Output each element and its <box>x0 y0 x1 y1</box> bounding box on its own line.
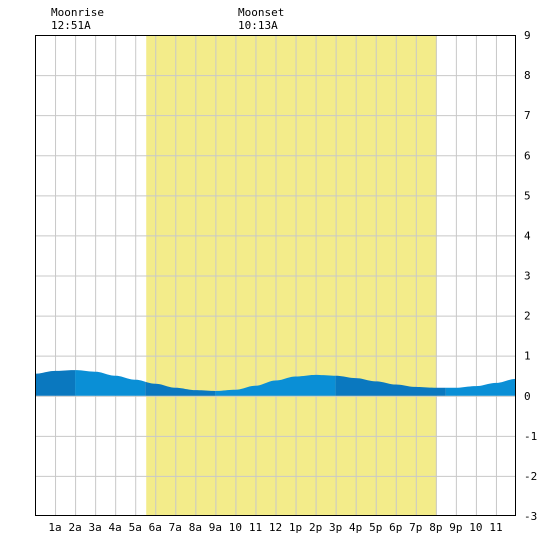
y-tick-label: 3 <box>524 270 531 283</box>
x-tick-label: 3a <box>89 521 102 534</box>
tide-area-segment <box>215 374 336 396</box>
y-tick-label: -1 <box>524 430 537 443</box>
moonset-info: Moonset 10:13A <box>238 6 284 32</box>
x-tick-label: 2a <box>68 521 81 534</box>
x-tick-label: 9a <box>209 521 222 534</box>
x-tick-label: 10 <box>469 521 482 534</box>
x-tick-label: 4a <box>109 521 122 534</box>
tide-area-segment <box>35 370 76 396</box>
y-tick-label: -3 <box>524 510 537 523</box>
y-tick-label: 9 <box>524 29 531 42</box>
y-tick-label: 8 <box>524 69 531 82</box>
tide-area-segment <box>145 381 216 396</box>
x-tick-label: 6p <box>389 521 402 534</box>
tide-area-segment <box>445 378 516 396</box>
y-tick-label: 0 <box>524 390 531 403</box>
moonset-label: Moonset <box>238 6 285 19</box>
x-tick-label: 8p <box>429 521 442 534</box>
x-tick-label: 8a <box>189 521 202 534</box>
tide-area-segment <box>335 375 446 396</box>
moonrise-info: Moonrise 12:51A <box>51 6 104 32</box>
x-tick-label: 2p <box>309 521 322 534</box>
x-tick-label: 1p <box>289 521 302 534</box>
x-tick-label: 7p <box>409 521 422 534</box>
tide-area-segment <box>75 370 146 396</box>
x-tick-label: 7a <box>169 521 182 534</box>
y-tick-label: -2 <box>524 470 537 483</box>
x-tick-label: 5p <box>369 521 382 534</box>
moonset-time: 10:13A <box>238 19 278 32</box>
plot-border <box>35 35 516 516</box>
y-tick-label: 7 <box>524 109 531 122</box>
x-tick-label: 11 <box>489 521 502 534</box>
y-tick-label: 5 <box>524 189 531 202</box>
moonrise-time: 12:51A <box>51 19 91 32</box>
x-tick-label: 10 <box>229 521 242 534</box>
x-tick-label: 6a <box>149 521 162 534</box>
x-tick-label: 12 <box>269 521 282 534</box>
x-tick-label: 5a <box>129 521 142 534</box>
x-tick-label: 1a <box>48 521 61 534</box>
x-tick-label: 4p <box>349 521 362 534</box>
x-tick-label: 3p <box>329 521 342 534</box>
x-tick-label: 9p <box>449 521 462 534</box>
moonrise-label: Moonrise <box>51 6 104 19</box>
y-tick-label: 6 <box>524 149 531 162</box>
x-tick-label: 11 <box>249 521 262 534</box>
y-tick-label: 4 <box>524 229 531 242</box>
y-tick-label: 1 <box>524 350 531 363</box>
y-tick-label: 2 <box>524 310 531 323</box>
